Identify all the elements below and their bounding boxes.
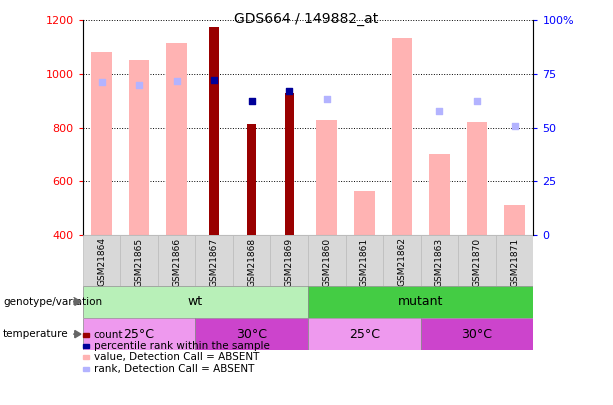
- Text: rank, Detection Call = ABSENT: rank, Detection Call = ABSENT: [94, 364, 254, 373]
- Text: GSM21862: GSM21862: [397, 237, 406, 286]
- Text: GDS664 / 149882_at: GDS664 / 149882_at: [234, 12, 379, 26]
- Point: [134, 81, 144, 88]
- FancyArrow shape: [74, 330, 81, 338]
- Bar: [421, 318, 533, 350]
- Bar: [308, 318, 421, 350]
- Bar: [308, 235, 346, 286]
- Point: [97, 79, 107, 86]
- Text: GSM21870: GSM21870: [473, 237, 481, 287]
- Text: GSM21864: GSM21864: [97, 237, 106, 286]
- Text: GSM21861: GSM21861: [360, 237, 369, 287]
- Text: percentile rank within the sample: percentile rank within the sample: [94, 341, 270, 351]
- Text: 25°C: 25°C: [349, 328, 380, 341]
- Point: [247, 98, 257, 104]
- Point: [435, 108, 444, 114]
- Bar: [496, 235, 533, 286]
- Text: GSM21868: GSM21868: [247, 237, 256, 287]
- Text: count: count: [94, 330, 123, 339]
- Bar: [383, 235, 421, 286]
- Point: [172, 77, 181, 84]
- Bar: [166, 43, 187, 235]
- Bar: [346, 235, 383, 286]
- Bar: [196, 318, 308, 350]
- Point: [284, 88, 294, 95]
- Bar: [421, 235, 458, 286]
- Bar: [316, 119, 337, 235]
- Point: [472, 98, 482, 104]
- Bar: [392, 38, 412, 235]
- Bar: [458, 235, 496, 286]
- Bar: [284, 93, 294, 235]
- Text: GSM21866: GSM21866: [172, 237, 181, 287]
- Point: [509, 123, 519, 130]
- Bar: [233, 235, 270, 286]
- Bar: [504, 205, 525, 235]
- Text: 25°C: 25°C: [124, 328, 154, 341]
- Text: GSM21869: GSM21869: [285, 237, 294, 287]
- Text: GSM21871: GSM21871: [510, 237, 519, 287]
- Text: 30°C: 30°C: [236, 328, 267, 341]
- Bar: [354, 191, 375, 235]
- Bar: [83, 235, 120, 286]
- Text: GSM21865: GSM21865: [135, 237, 143, 287]
- Bar: [83, 318, 196, 350]
- Text: GSM21867: GSM21867: [210, 237, 219, 287]
- FancyArrow shape: [74, 298, 81, 305]
- Point: [322, 96, 332, 102]
- Text: mutant: mutant: [398, 295, 443, 308]
- Text: GSM21863: GSM21863: [435, 237, 444, 287]
- Bar: [466, 122, 487, 235]
- Bar: [270, 235, 308, 286]
- Bar: [91, 52, 112, 235]
- Text: genotype/variation: genotype/variation: [3, 297, 102, 307]
- Bar: [158, 235, 196, 286]
- Text: wt: wt: [188, 295, 203, 308]
- Bar: [210, 27, 219, 235]
- Bar: [308, 286, 533, 318]
- Bar: [129, 60, 150, 235]
- Text: temperature: temperature: [3, 329, 69, 339]
- Bar: [120, 235, 158, 286]
- Point: [209, 77, 219, 83]
- Bar: [429, 154, 450, 235]
- Text: GSM21860: GSM21860: [322, 237, 331, 287]
- Text: 30°C: 30°C: [462, 328, 492, 341]
- Bar: [83, 286, 308, 318]
- Bar: [196, 235, 233, 286]
- Text: value, Detection Call = ABSENT: value, Detection Call = ABSENT: [94, 352, 259, 362]
- Bar: [247, 124, 256, 235]
